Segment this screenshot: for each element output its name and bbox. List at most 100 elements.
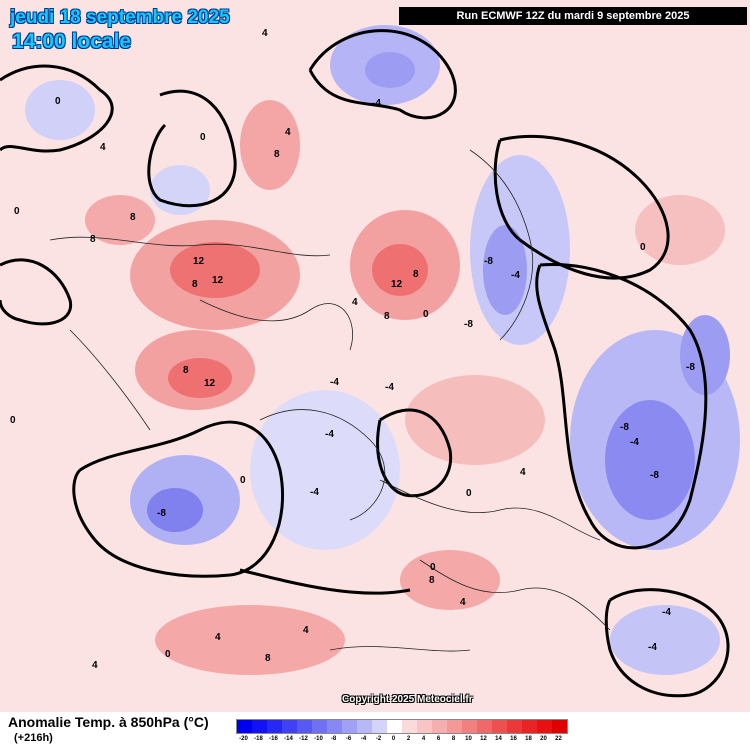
color-scale-swatch — [492, 720, 507, 733]
color-scale-bar — [236, 719, 568, 734]
contour-label: 0 — [240, 475, 246, 486]
contour-label: 12 — [193, 256, 205, 267]
coastline-5 — [419, 559, 611, 631]
coastline-8 — [329, 646, 471, 652]
color-scale-tick-label: -4 — [360, 736, 367, 742]
color-scale-swatch — [537, 720, 552, 733]
color-scale-swatch — [252, 720, 267, 733]
warm-core-north-america — [170, 242, 260, 298]
cold-core-asia — [605, 400, 695, 520]
color-scale-swatch — [342, 720, 357, 733]
anomaly-map: 0 4 0 4 0 8 4 8 8 12 12 8 12 8 12 8 8 4 … — [0, 0, 750, 712]
coastlines — [49, 149, 611, 652]
contour-label: 12 — [204, 378, 216, 389]
color-scale-swatch — [462, 720, 477, 733]
contour-labels: 0 4 0 4 0 8 4 8 8 12 12 8 12 8 12 8 8 4 … — [10, 28, 695, 671]
coastline-6 — [469, 149, 534, 341]
color-scale-tick-label: 0 — [391, 736, 396, 742]
contour-label: 8 — [183, 365, 189, 376]
contour-label: 0 — [423, 309, 429, 320]
contour-west — [0, 258, 73, 326]
contour-atlantic — [72, 420, 285, 578]
contour-label: -4 — [511, 270, 520, 281]
color-scale-swatch — [507, 720, 522, 733]
cold-area-southeast — [610, 605, 720, 675]
cold-area-canada — [150, 165, 210, 215]
contour-label: 4 — [262, 28, 268, 39]
color-scale-tick-label: 2 — [406, 736, 411, 742]
contour-north-pacific — [308, 29, 457, 120]
contour-label: 12 — [212, 275, 224, 286]
contour-asia — [535, 262, 708, 550]
color-scale-swatch — [267, 720, 282, 733]
color-scale-tick-label: 14 — [495, 736, 502, 742]
color-scale-tick-label: 12 — [480, 736, 487, 742]
contour-label: -4 — [385, 382, 394, 393]
warm-anomaly-areas — [85, 100, 725, 675]
color-scale-tick-label: -12 — [299, 736, 308, 742]
contour-north-asia — [493, 134, 670, 280]
contour-label: 4 — [285, 127, 291, 138]
contour-label: -8 — [686, 362, 695, 373]
cold-area-greenland — [250, 390, 400, 550]
color-scale-swatch — [417, 720, 432, 733]
cold-area-northwest — [25, 80, 95, 140]
contour-label: 4 — [352, 297, 358, 308]
contour-label: 0 — [466, 488, 472, 499]
cold-core-north-pacific — [365, 52, 415, 88]
contour-label: -4 — [325, 429, 334, 440]
lead-time-label: (+216h) — [14, 732, 53, 744]
contour-label: 8 — [413, 269, 419, 280]
contour-label: 4 — [460, 597, 466, 608]
copyright-notice: Copyright 2025 Meteociel.fr — [342, 694, 473, 705]
contour-label: 4 — [100, 142, 106, 153]
cold-core-atlantic — [147, 488, 203, 532]
color-scale-tick-label: 22 — [555, 736, 562, 742]
forecast-time-title: 14:00 locale — [12, 30, 132, 53]
contour-label: -8 — [157, 508, 166, 519]
contour-label: 4 — [303, 625, 309, 636]
contour-label: -8 — [650, 470, 659, 481]
color-scale-swatch — [477, 720, 492, 733]
contour-label: 0 — [55, 96, 61, 107]
warm-area-russia — [405, 375, 545, 465]
contour-label: 0 — [14, 206, 20, 217]
contour-label: 8 — [274, 149, 280, 160]
warm-area-balkans — [400, 550, 500, 610]
color-scale-swatch — [282, 720, 297, 733]
contour-label: -8 — [620, 422, 629, 433]
contour-europe — [376, 408, 453, 498]
color-scale-swatch — [552, 720, 567, 733]
contour-label: 8 — [130, 212, 136, 223]
contour-label: 0 — [10, 415, 16, 426]
color-scale-tick-label: -18 — [254, 736, 263, 742]
color-scale-swatch — [327, 720, 342, 733]
color-scale-swatch — [357, 720, 372, 733]
warm-area-alaska — [240, 100, 300, 190]
contour-northwest — [0, 64, 114, 153]
color-scale-tick-label: 10 — [465, 736, 472, 742]
warm-core-siberia — [372, 244, 428, 296]
contour-label: -4 — [330, 377, 339, 388]
color-scale-swatch — [372, 720, 387, 733]
contour-label: -4 — [372, 98, 381, 109]
color-scale-swatch — [402, 720, 417, 733]
warm-core-hudson — [168, 358, 232, 398]
coastline-4 — [379, 479, 601, 541]
contour-label: 12 — [391, 279, 403, 290]
color-scale-tick-label: 16 — [510, 736, 517, 742]
color-scale-swatch — [387, 720, 402, 733]
contour-label: 0 — [640, 242, 646, 253]
color-scale-swatch — [447, 720, 462, 733]
contour-south — [239, 568, 411, 595]
coastline-1 — [49, 236, 331, 257]
cold-anomaly-areas — [25, 25, 740, 675]
color-scale-tick-label: -14 — [284, 736, 293, 742]
contour-label: 4 — [92, 660, 98, 671]
cold-core-scandinavia — [483, 225, 527, 315]
legend-footer: Anomalie Temp. à 850hPa (°C) (+216h) -20… — [0, 712, 750, 750]
color-scale-tick-label: 8 — [451, 736, 456, 742]
contour-label: 8 — [429, 575, 435, 586]
zero-contours — [0, 29, 730, 698]
